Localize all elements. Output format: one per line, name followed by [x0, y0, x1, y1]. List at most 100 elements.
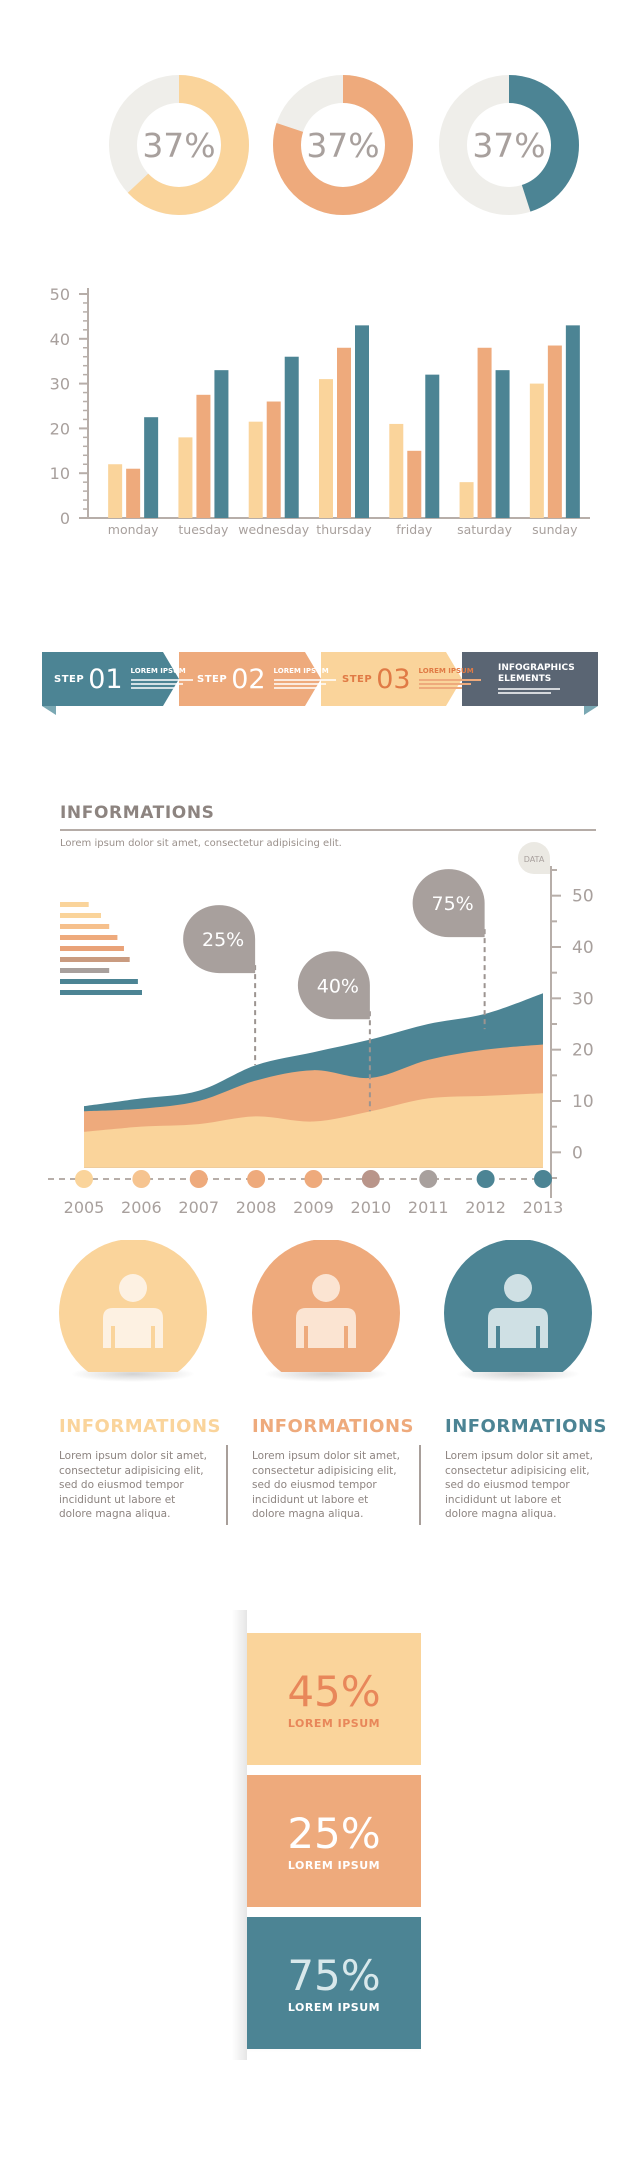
timeline-dot [361, 1170, 380, 1188]
step-label: STEP [54, 673, 85, 685]
bar [547, 345, 562, 518]
area-chart: 0 10 20 30 40 50 DATA 2005 2006 2007 2008 2009 2010 2… [48, 842, 594, 1217]
year-label: 2007 [178, 1198, 219, 1217]
x-tick-label: saturday [457, 522, 513, 537]
bar [565, 325, 580, 518]
data-badge [518, 842, 550, 874]
bar [214, 370, 229, 518]
ribbon-segment-final [462, 652, 598, 706]
mini-bar [60, 924, 110, 929]
donut-chart: 37% [439, 75, 579, 215]
step-number: 01 [88, 663, 123, 695]
ribbon-step-3: STEP 03 LOREM IPSUM [342, 652, 481, 706]
bar [126, 468, 141, 518]
mini-bar [60, 979, 138, 984]
bar [407, 450, 422, 518]
bar [248, 421, 263, 518]
mini-bar [60, 946, 124, 951]
title-rule [60, 829, 596, 831]
step-label: STEP [197, 673, 228, 685]
ribbon-step-2: STEP 02 LOREM IPSUM [197, 652, 336, 706]
y-tick-label: 0 [572, 1143, 583, 1163]
ribbon-shapes [42, 652, 598, 715]
stat-value: 45% [287, 1666, 381, 1716]
column-divider [419, 1445, 421, 1525]
ribbon-final-title: INFOGRAPHICS ELEMENTS [498, 662, 575, 684]
donut-chart: 37% [109, 75, 249, 215]
person-circles [59, 1240, 592, 1382]
ribbon-segment-step-2 [179, 652, 321, 706]
bar [319, 379, 333, 518]
mini-bar [60, 935, 118, 940]
stat-value: 75% [287, 1950, 381, 2000]
bar [284, 356, 299, 518]
x-tick-label: monday [108, 522, 159, 537]
bar [337, 347, 351, 518]
timeline-dot [189, 1170, 208, 1188]
step-label: STEP [342, 673, 373, 685]
bar [196, 394, 211, 518]
x-tick-label: tuesday [178, 522, 229, 537]
timeline-dot [247, 1170, 266, 1188]
column-title-3: INFORMATIONS [445, 1416, 607, 1437]
donut-label: 37% [472, 126, 545, 165]
donut-arc [273, 75, 413, 215]
step-text-lines [273, 679, 336, 691]
y-tick-label: 20 [50, 419, 70, 438]
year-label: 2010 [351, 1198, 392, 1217]
donut-arc [109, 75, 249, 215]
informations-subtitle: Lorem ipsum dolor sit amet, consectetur … [60, 838, 342, 849]
y-tick-label: 30 [572, 989, 594, 1009]
x-tick-label: sunday [532, 522, 578, 537]
bar [459, 482, 474, 518]
callout-bubble [183, 905, 256, 974]
person-circle-3 [444, 1240, 592, 1382]
person-icon [103, 1274, 163, 1348]
y-tick-label: 30 [50, 375, 70, 394]
mini-bar [60, 913, 101, 918]
y-tick-label: 50 [50, 285, 70, 304]
column-text-3: Lorem ipsum dolor sit amet, consectetur … [445, 1450, 593, 1520]
x-tick-label: wednesday [238, 522, 310, 537]
stat-box-1: 45% LOREM IPSUM [247, 1633, 421, 1765]
timeline-dot [304, 1170, 323, 1188]
y-tick-label: 10 [50, 464, 70, 483]
step-number: 02 [231, 663, 266, 695]
year-label: 2005 [64, 1198, 105, 1217]
column-divider [226, 1445, 228, 1525]
year-label: 2008 [236, 1198, 277, 1217]
mini-bar [60, 902, 89, 907]
bar [178, 437, 193, 518]
callout-label: 75% [432, 893, 474, 915]
person-icon [296, 1274, 356, 1348]
stat-box-2: 25% LOREM IPSUM [247, 1775, 421, 1907]
bar [425, 374, 440, 518]
timeline-dot [75, 1170, 93, 1188]
column-title-1: INFORMATIONS [59, 1416, 221, 1437]
ribbon-fold-left [42, 706, 56, 715]
bar [144, 417, 159, 518]
callout-bubble [297, 951, 370, 1020]
stat-label: LOREM IPSUM [287, 1716, 381, 1730]
bar [355, 325, 369, 518]
ribbon-fold-right [584, 706, 598, 715]
stat-label: LOREM IPSUM [287, 2000, 381, 2014]
steps-ribbon: STEP 01 LOREM IPSUM STEP 02 LOREM IPSUM … [42, 652, 598, 715]
y-tick-label: 20 [572, 1041, 594, 1061]
area-series [84, 1093, 543, 1168]
stat-value: 25% [287, 1808, 381, 1858]
person-circle-1 [59, 1240, 207, 1382]
stat-label: LOREM IPSUM [287, 1858, 381, 1872]
step-title: LOREM IPSUM [130, 667, 186, 675]
step-text-lines [418, 679, 481, 691]
step-number: 03 [376, 663, 411, 695]
callout-label: 40% [317, 975, 359, 997]
column-title-2: INFORMATIONS [252, 1416, 414, 1437]
bar [529, 383, 544, 518]
donut-label: 37% [142, 126, 215, 165]
year-label: 2013 [523, 1198, 564, 1217]
year-label: 2006 [121, 1198, 162, 1217]
bar [389, 423, 404, 518]
timeline-dot [534, 1170, 552, 1188]
year-label: 2011 [408, 1198, 449, 1217]
